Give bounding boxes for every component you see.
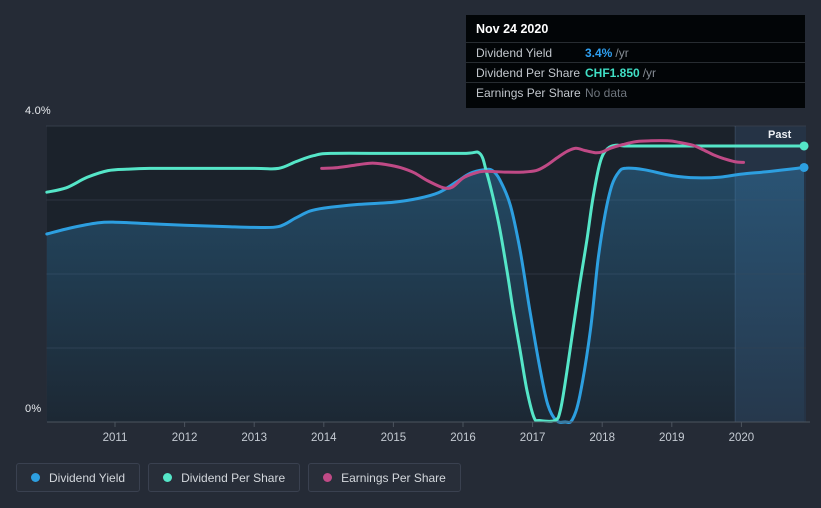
legend-color-dot-icon xyxy=(163,473,173,482)
legend-item-label: Earnings Per Share xyxy=(341,470,446,485)
chart-tooltip: Nov 24 2020 Dividend Yield 3.4%/yr Dividen… xyxy=(466,15,805,108)
x-axis-label-2014: 2014 xyxy=(311,432,337,444)
past-region-label: Past xyxy=(768,129,792,141)
tooltip-row-unit: /yr xyxy=(615,45,629,60)
x-axis-label-2012: 2012 xyxy=(172,432,198,444)
series-end-marker-dividend-yield[interactable] xyxy=(799,162,809,172)
x-axis-label-2013: 2013 xyxy=(241,432,267,444)
legend-item-earnings-per-share[interactable]: Earnings Per Share xyxy=(308,463,461,492)
series-line-dividend-per-share[interactable] xyxy=(45,143,806,423)
legend-item-label: Dividend Yield xyxy=(49,470,126,485)
series-end-marker-dividend-per-share[interactable] xyxy=(799,141,809,151)
tooltip-row-label: Dividend Yield xyxy=(476,45,553,60)
tooltip-row-value: 3.4% xyxy=(585,45,613,60)
tooltip-date: Nov 24 2020 xyxy=(476,22,549,36)
tooltip-row-value: CHF1.850 xyxy=(585,65,640,80)
tooltip-row-value: No data xyxy=(585,85,628,100)
legend-item-label: Dividend Per Share xyxy=(181,470,286,485)
x-axis-label-2011: 2011 xyxy=(103,432,128,444)
x-axis-label-2018: 2018 xyxy=(589,432,615,444)
tooltip-row-label: Earnings Per Share xyxy=(476,85,581,100)
tooltip-row-dividend-per-share: Dividend Per Share CHF1.850/yr xyxy=(466,62,805,82)
legend-color-dot-icon xyxy=(31,473,40,482)
tooltip-row-unit: /yr xyxy=(642,65,657,80)
tooltip-row-dividend-yield: Dividend Yield 3.4%/yr xyxy=(466,42,805,62)
legend-item-dividend-yield[interactable]: Dividend Yield xyxy=(16,463,141,492)
legend-color-dot-icon xyxy=(323,473,333,482)
y-axis-label-bottom: 0% xyxy=(25,403,42,415)
x-axis-label-2015: 2015 xyxy=(381,432,407,444)
x-axis-label-2019: 2019 xyxy=(659,432,685,444)
chart-legend: Dividend Yield Dividend Per Share Earnings… xyxy=(16,463,461,492)
x-axis-label-2020: 2020 xyxy=(729,432,755,444)
series-line-dividend-yield[interactable] xyxy=(45,165,806,425)
tooltip-row-label: Dividend Per Share xyxy=(476,65,581,80)
x-axis-label-2016: 2016 xyxy=(450,432,476,444)
x-axis-label-2017: 2017 xyxy=(520,432,546,444)
legend-item-dividend-per-share[interactable]: Dividend Per Share xyxy=(148,463,301,492)
y-axis-label-top: 4.0% xyxy=(25,105,51,117)
dividend-yield-area-fill xyxy=(46,167,805,423)
tooltip-row-earnings-per-share: Earnings Per Share No data xyxy=(466,82,805,102)
series-line-earnings-per-share[interactable] xyxy=(320,139,745,190)
tooltip-rows: Dividend Yield 3.4%/yr Dividend Per Share C… xyxy=(466,42,805,102)
